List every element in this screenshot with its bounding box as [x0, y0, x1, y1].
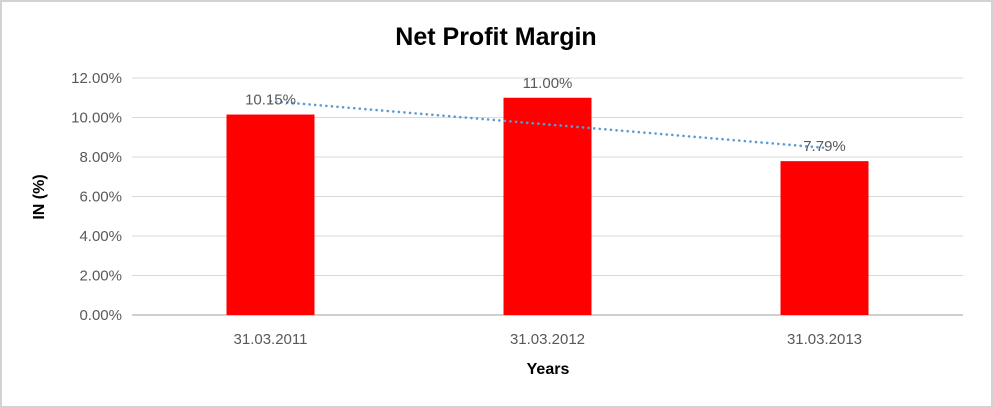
bar [780, 161, 869, 315]
x-category-label: 31.03.2012 [510, 331, 585, 348]
bar-value-label: 7.79% [803, 138, 846, 155]
y-tick-label: 0.00% [79, 307, 122, 324]
chart-title: Net Profit Margin [395, 23, 596, 51]
bar [226, 114, 315, 315]
x-category-label: 31.03.2013 [787, 331, 862, 348]
y-tick-label: 12.00% [71, 70, 122, 87]
value-labels: 10.15% 11.00% 7.79% [245, 75, 846, 155]
bar-value-label: 11.00% [523, 75, 573, 92]
bar [503, 97, 592, 315]
axis-ticks: 0.00% 2.00% 4.00% 6.00% 8.00% 10.00% 12.00% 31.… [71, 70, 862, 348]
bar-value-label: 10.15% [245, 92, 296, 109]
x-category-label: 31.03.2011 [234, 331, 308, 348]
y-tick-label: 10.00% [71, 110, 122, 127]
y-tick-label: 4.00% [79, 228, 122, 245]
y-tick-label: 6.00% [79, 189, 122, 206]
y-tick-label: 2.00% [79, 268, 122, 285]
y-axis-title: IN (%) [31, 174, 48, 219]
bars [226, 97, 869, 315]
y-tick-label: 8.00% [79, 149, 122, 166]
x-axis-title: Years [527, 361, 570, 378]
